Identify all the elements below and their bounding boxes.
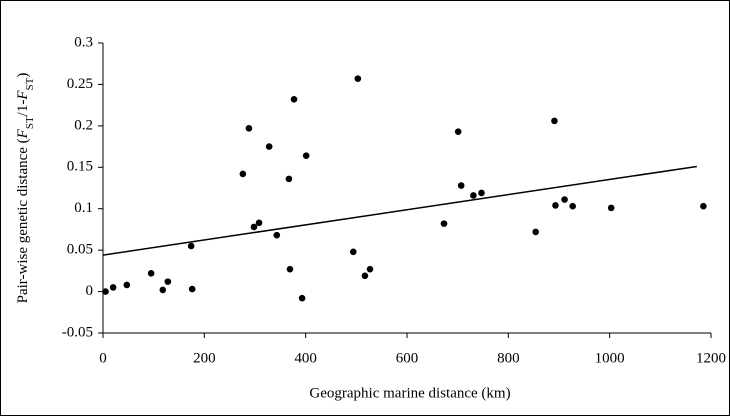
data-point <box>290 96 298 103</box>
data-point <box>102 288 109 295</box>
y-axis-label-part: ST <box>24 77 36 90</box>
y-axis-label-part: ) <box>15 73 31 78</box>
data-point <box>454 128 462 135</box>
data-point <box>245 125 253 132</box>
x-tick-label: 1000 <box>595 350 625 366</box>
data-point <box>532 228 539 236</box>
data-point <box>700 202 707 210</box>
x-tick-label: 600 <box>396 350 419 366</box>
x-tick-label: 400 <box>294 350 317 366</box>
data-point <box>569 202 576 210</box>
data-point <box>457 182 465 189</box>
data-point <box>361 272 369 280</box>
y-tick-label: 0.05 <box>67 242 93 258</box>
y-axis-label-part: Pair-wise genetic distance ( <box>15 138 31 303</box>
data-point <box>551 117 558 125</box>
y-axis-label-part: ST <box>24 116 36 129</box>
data-point <box>298 294 306 302</box>
data-point <box>188 285 196 293</box>
y-tick-label: 0.1 <box>74 200 93 216</box>
data-point <box>478 189 485 197</box>
data-point <box>286 265 294 273</box>
x-tick-label: 1200 <box>696 350 726 366</box>
data-point <box>250 223 258 231</box>
x-tick-label: 200 <box>193 350 216 366</box>
data-point <box>187 242 195 250</box>
x-axis-label: Geographic marine distance (km) <box>309 385 510 401</box>
data-point <box>255 219 263 227</box>
data-point <box>440 220 448 227</box>
x-tick-label: 0 <box>99 350 107 366</box>
data-point <box>159 286 167 294</box>
y-tick-label: 0.15 <box>67 159 93 175</box>
data-point <box>123 281 131 289</box>
data-point <box>147 270 155 277</box>
data-point <box>109 284 117 291</box>
y-tick-label: -0.05 <box>62 324 93 340</box>
y-tick-label: 0.2 <box>74 117 93 133</box>
y-tick-label: 0.25 <box>67 76 93 92</box>
y-axis-label-part: F <box>15 90 31 101</box>
data-point <box>239 170 247 178</box>
data-point <box>302 152 310 159</box>
data-point <box>349 248 357 256</box>
data-point <box>265 143 273 150</box>
data-point <box>607 204 615 212</box>
y-axis-label: Pair-wise genetic distance (FST/1-FST) <box>15 73 35 304</box>
x-tick-label: 800 <box>497 350 520 366</box>
y-axis-label-part: F <box>15 128 31 139</box>
y-axis-label-part: /1- <box>15 100 31 117</box>
trend-line <box>102 165 697 256</box>
data-point <box>561 196 568 203</box>
data-point <box>285 175 293 183</box>
y-tick-label: 0.3 <box>74 34 93 50</box>
data-point <box>470 192 477 199</box>
data-point <box>164 278 172 285</box>
data-point <box>273 231 281 239</box>
y-tick-label: 0 <box>86 283 94 299</box>
data-point <box>354 75 362 82</box>
data-point <box>552 202 559 209</box>
data-point <box>366 265 374 273</box>
